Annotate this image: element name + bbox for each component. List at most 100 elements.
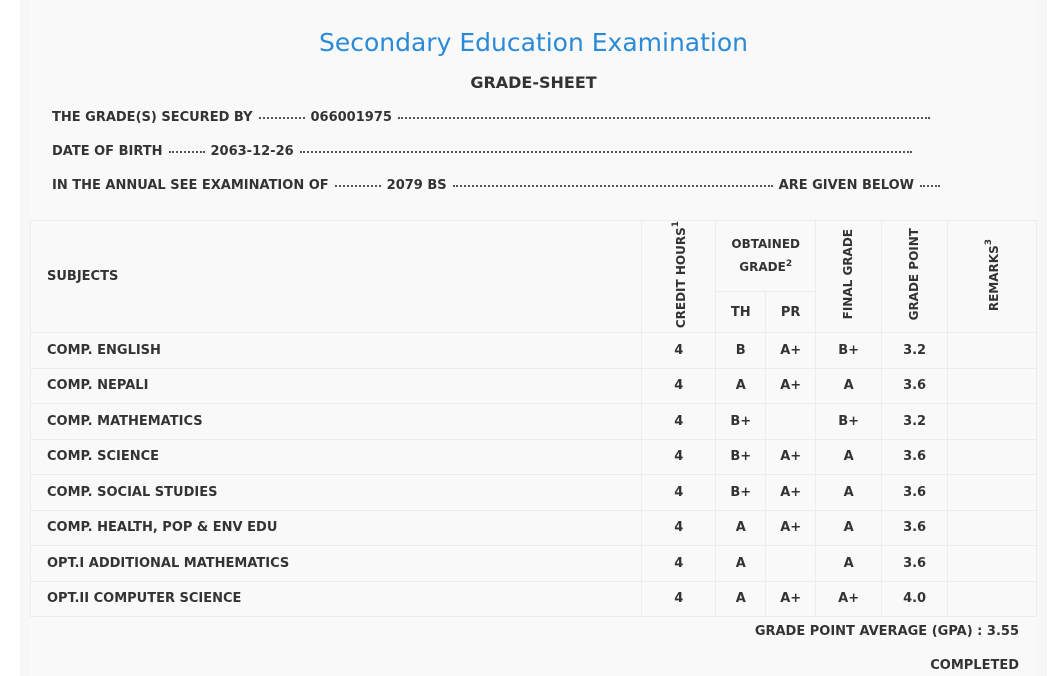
footnote-mark: 1	[670, 221, 681, 228]
table-cell	[947, 332, 1037, 369]
table-cell: 3.6	[881, 509, 949, 547]
table-cell: B+	[715, 403, 767, 440]
table-cell: COMP. SOCIAL STUDIES	[29, 474, 643, 511]
table-cell: COMP. MATHEMATICS	[29, 403, 643, 440]
subtitle: GRADE-SHEET	[470, 73, 597, 92]
header-cell: TH	[715, 290, 767, 334]
table-cell: COMP. SCIENCE	[29, 438, 643, 476]
info-value: 2079 BS	[386, 178, 447, 193]
table-cell: 4	[641, 474, 717, 511]
dots	[168, 151, 205, 153]
grade-table: SUBJECTS CREDIT HOURS1 OBTAINED GRADE2 F…	[29, 219, 1037, 618]
table-cell	[947, 474, 1037, 511]
table-cell: COMP. HEALTH, POP & ENV EDU	[29, 509, 643, 547]
info-line: THE GRADE(S) SECURED BY 066001975	[52, 110, 936, 125]
table-cell: A+	[765, 580, 817, 618]
header-text: REMARKS	[987, 244, 1002, 311]
table-cell	[947, 367, 1037, 405]
footnote-mark: 3	[984, 238, 995, 245]
table-cell: COMP. NEPALI	[29, 367, 643, 405]
table-cell: A	[715, 509, 767, 547]
header-cell: OBTAINED GRADE2	[715, 220, 817, 292]
table-cell: 4.0	[881, 580, 949, 618]
title: Secondary Education Examination	[318, 28, 749, 57]
dots	[919, 185, 940, 187]
dots	[397, 117, 930, 119]
panel: Secondary Education Examination GRADE-SH…	[20, 0, 1047, 676]
table-cell: A	[815, 438, 883, 476]
table-cell	[947, 438, 1037, 476]
table-cell: A+	[815, 580, 883, 618]
table-row: OPT.II COMPUTER SCIENCE 4 A A+ A+ 4.0	[29, 580, 1037, 618]
table-cell: B	[715, 332, 767, 369]
header-text: OBTAINED GRADE	[731, 237, 800, 275]
table-cell: B+	[815, 403, 883, 440]
dots	[334, 185, 381, 187]
header-cell: REMARKS3	[947, 219, 1037, 334]
header-cell: GRADE POINT	[881, 219, 949, 334]
table-row: COMP. ENGLISH 4 B A+ B+ 3.2	[29, 332, 1037, 369]
table-cell: A	[715, 545, 767, 582]
table-row: COMP. SCIENCE 4 B+ A+ A 3.6	[29, 438, 1037, 476]
table-cell: A+	[765, 509, 817, 547]
table-cell: 4	[641, 545, 717, 582]
table-cell	[947, 580, 1037, 618]
header-cell: PR	[765, 290, 817, 334]
header-text: CREDIT HOURS	[673, 227, 688, 329]
header-cell: FINAL GRADE	[815, 219, 883, 334]
table-cell: OPT.II COMPUTER SCIENCE	[29, 580, 643, 618]
gpa-value: 3.55	[986, 624, 1019, 639]
header-text: FINAL GRADE	[841, 229, 856, 320]
table-cell: A+	[765, 332, 817, 369]
table-cell: A	[815, 367, 883, 405]
table-cell	[947, 545, 1037, 582]
table-cell: 4	[641, 509, 717, 547]
table-cell: A+	[765, 474, 817, 511]
header-text: GRADE POINT	[907, 228, 922, 321]
table-cell: 4	[641, 332, 717, 369]
table-cell: 3.6	[881, 367, 949, 405]
dots	[299, 151, 912, 153]
header-cell: CREDIT HOURS1	[641, 219, 717, 334]
table-cell: 4	[641, 438, 717, 476]
header-cell: SUBJECTS	[29, 219, 643, 334]
table-cell: 3.6	[881, 438, 949, 476]
info-label: THE GRADE(S) SECURED BY	[52, 110, 253, 125]
info-value: 066001975	[310, 110, 392, 125]
table-cell: B+	[715, 438, 767, 476]
table-cell: COMP. ENGLISH	[29, 332, 643, 369]
table-cell: 3.2	[881, 403, 949, 440]
table-cell: 4	[641, 403, 717, 440]
info-label: IN THE ANNUAL SEE EXAMINATION OF	[52, 178, 329, 193]
table-cell: 3.6	[881, 545, 949, 582]
info-line: IN THE ANNUAL SEE EXAMINATION OF 2079 BS…	[52, 178, 946, 193]
table-cell: A	[815, 545, 883, 582]
table-cell: A+	[765, 367, 817, 405]
table-cell	[947, 509, 1037, 547]
table-cell: OPT.I ADDITIONAL MATHEMATICS	[29, 545, 643, 582]
table-cell: 4	[641, 367, 717, 405]
info-value: 2063-12-26	[210, 144, 294, 159]
table-row: COMP. NEPALI 4 A A+ A 3.6	[29, 367, 1037, 405]
footnote-mark: 2	[785, 259, 793, 270]
table-cell: 3.2	[881, 332, 949, 369]
dots	[452, 185, 773, 187]
table-row: COMP. SOCIAL STUDIES 4 B+ A+ A 3.6	[29, 474, 1037, 511]
table-cell: B+	[815, 332, 883, 369]
table-cell: A+	[765, 438, 817, 476]
table-cell	[765, 403, 817, 440]
status: COMPLETED	[930, 658, 1019, 673]
table-cell: B+	[715, 474, 767, 511]
info-suffix: ARE GIVEN BELOW	[778, 178, 914, 193]
grade-sheet: Secondary Education Examination GRADE-SH…	[29, 0, 1037, 676]
table-cell: 3.6	[881, 474, 949, 511]
info-label: DATE OF BIRTH	[52, 144, 163, 159]
table-row: COMP. MATHEMATICS 4 B+ B+ 3.2	[29, 403, 1037, 440]
table-cell: 4	[641, 580, 717, 618]
table-row: OPT.I ADDITIONAL MATHEMATICS 4 A A 3.6	[29, 545, 1037, 582]
table-cell: A	[815, 509, 883, 547]
gpa-label: GRADE POINT AVERAGE (GPA) :	[754, 624, 983, 639]
table-cell: A	[715, 367, 767, 405]
table-cell	[765, 545, 817, 582]
